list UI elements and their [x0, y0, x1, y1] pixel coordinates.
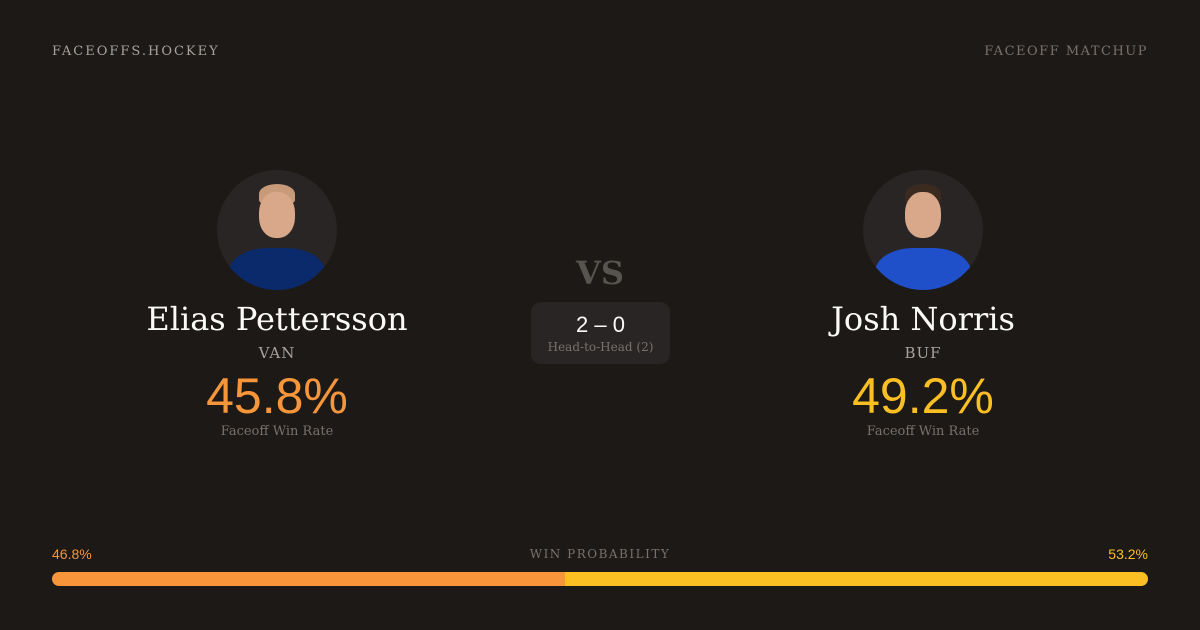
player-name: Josh Norris [831, 300, 1015, 338]
avatar [217, 170, 337, 290]
h2h-score: 2 – 0 [576, 312, 625, 337]
face [905, 192, 941, 238]
win-rate-label: Faceoff Win Rate [866, 424, 980, 439]
jersey [229, 248, 325, 290]
left-probability-fill [52, 572, 565, 586]
h2h-label: Head-to-Head (2) [547, 340, 654, 354]
team-abbr: VAN [258, 344, 296, 362]
face [259, 192, 295, 238]
right-probability: 53.2% [1108, 546, 1148, 562]
jersey [875, 248, 971, 290]
win-probability-bar [52, 572, 1148, 586]
right-probability-fill [564, 572, 1148, 586]
vs-label: VS [576, 254, 624, 292]
win-probability-label: WIN PROBABILITY [529, 547, 671, 561]
win-rate: 45.8% [206, 368, 348, 424]
win-rate: 49.2% [852, 368, 994, 424]
player-name: Elias Pettersson [146, 300, 408, 338]
win-rate-label: Faceoff Win Rate [220, 424, 334, 439]
team-abbr: BUF [904, 344, 942, 362]
player-right: Josh Norris BUF 49.2% Faceoff Win Rate [723, 170, 1123, 439]
head-to-head-card: 2 – 0 Head-to-Head (2) [531, 302, 670, 364]
brand-logo-text: FACEOFFS.HOCKEY [52, 44, 220, 59]
avatar [863, 170, 983, 290]
left-probability: 46.8% [52, 546, 92, 562]
page-tag: FACEOFF MATCHUP [984, 44, 1148, 59]
player-left: Elias Pettersson VAN 45.8% Faceoff Win R… [77, 170, 477, 439]
